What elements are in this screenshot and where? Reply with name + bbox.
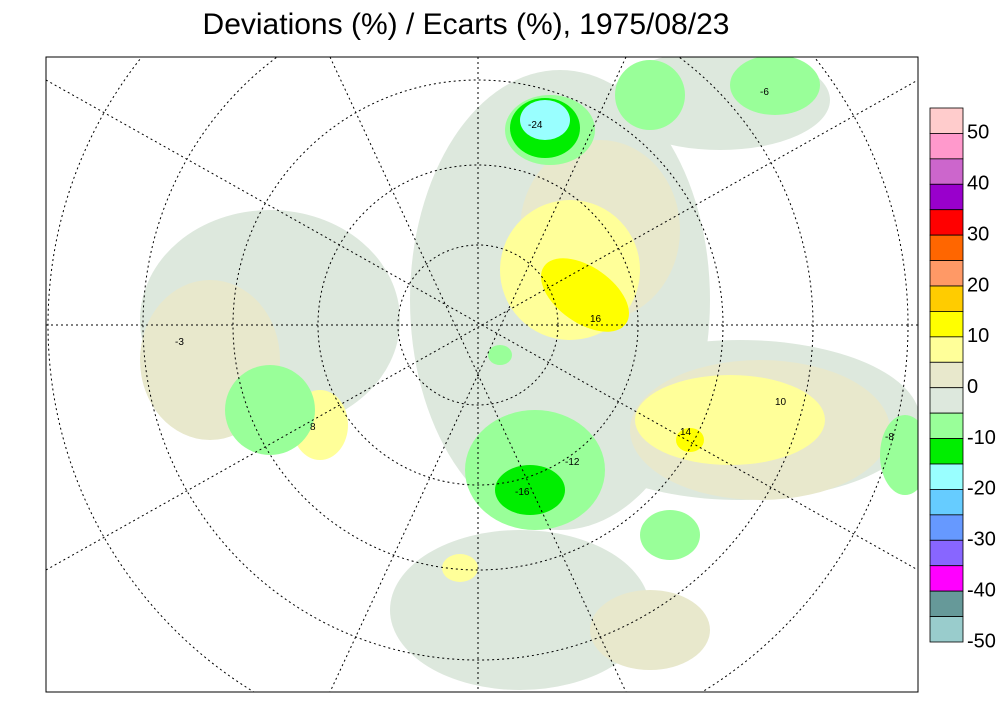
colorbar-swatch <box>929 285 964 312</box>
colorbar-label: -30 <box>967 529 996 551</box>
colorbar-label: 0 <box>967 376 978 398</box>
colorbar-label: -40 <box>967 579 996 601</box>
colorbar-label: 20 <box>967 274 989 296</box>
colorbar-swatch <box>929 489 964 516</box>
colorbar-swatch <box>929 209 964 236</box>
contour-label: 10 <box>775 397 787 408</box>
colorbar-swatch <box>929 412 964 439</box>
colorbar: 50 40 30 20 10 0 -10 -20 -30 -40 -50 <box>929 107 996 652</box>
colorbar-swatch <box>929 311 964 338</box>
title: Deviations (%) / Ecarts (%), 1975/08/23 <box>203 8 730 41</box>
colorbar-label: 50 <box>967 122 989 144</box>
colorbar-swatch <box>929 387 964 414</box>
colorbar-swatch <box>929 234 964 261</box>
colorbar-label: 30 <box>967 223 989 245</box>
contour-label: -3 <box>175 337 184 348</box>
colorbar-swatch <box>929 260 964 287</box>
colorbar-swatch <box>929 539 964 567</box>
colorbar-label: 40 <box>967 173 989 195</box>
map: 16 10 14 -8 -24 -16 -12 -6 8 -3 <box>46 57 918 692</box>
colorbar-label: -10 <box>967 427 996 449</box>
contour-label: -12 <box>565 457 580 468</box>
contour-label: -16 <box>515 487 530 498</box>
colorbar-swatch <box>929 514 964 541</box>
colorbar-swatch <box>929 616 964 643</box>
graticule <box>46 57 918 692</box>
contour-label: 16 <box>590 314 602 325</box>
contour-label: 8 <box>310 422 316 433</box>
colorbar-swatch <box>929 438 964 465</box>
contour-labels: 16 10 14 -8 -24 -16 -12 -6 8 -3 <box>175 87 894 498</box>
colorbar-label: -50 <box>967 630 996 652</box>
colorbar-swatch <box>929 107 964 134</box>
colorbar-swatch <box>929 158 964 185</box>
colorbar-label: -20 <box>967 478 996 500</box>
colorbar-swatch <box>929 361 964 389</box>
contour-label: -8 <box>885 432 894 443</box>
contour-label: -24 <box>528 120 543 131</box>
colorbar-swatch <box>929 565 964 592</box>
map-frame <box>45 56 919 693</box>
contour-label: -6 <box>760 87 769 98</box>
colorbar-swatch <box>929 463 964 490</box>
contour-label: 14 <box>680 427 692 438</box>
colorbar-swatch <box>929 336 964 363</box>
colorbar-label: 10 <box>967 325 989 347</box>
colorbar-swatch <box>929 133 964 160</box>
colorbar-swatch <box>929 590 964 617</box>
colorbar-swatch <box>929 183 964 211</box>
